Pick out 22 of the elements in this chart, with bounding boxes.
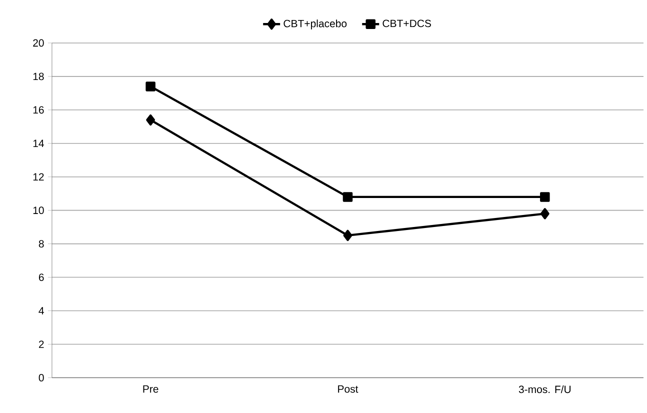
y-tick-label: 12 [33,173,44,181]
x-tick-label: Pre [143,386,158,393]
legend-label: CBT+DCS [382,20,431,28]
point [540,208,550,220]
y-tick-label: 10 [33,206,44,214]
point [342,192,353,202]
y-tick-label: 2 [38,340,44,348]
point [146,114,156,126]
y-tick-label: 8 [38,240,44,248]
y-tick-label: 16 [33,106,44,114]
x-tick-label: Post [338,386,358,393]
y-tick-label: 4 [38,307,44,315]
legend-label: CBT+placebo [284,20,347,30]
point [540,192,550,202]
x-tick-label: 3-mos. F/U [518,386,571,394]
point [146,82,156,92]
y-tick-label: 20 [33,39,44,47]
y-tick-label: 18 [33,72,44,80]
point [343,230,352,242]
y-tick-label: 14 [33,140,44,148]
y-tick-label: 6 [38,274,44,282]
y-tick-label: 0 [38,374,44,382]
